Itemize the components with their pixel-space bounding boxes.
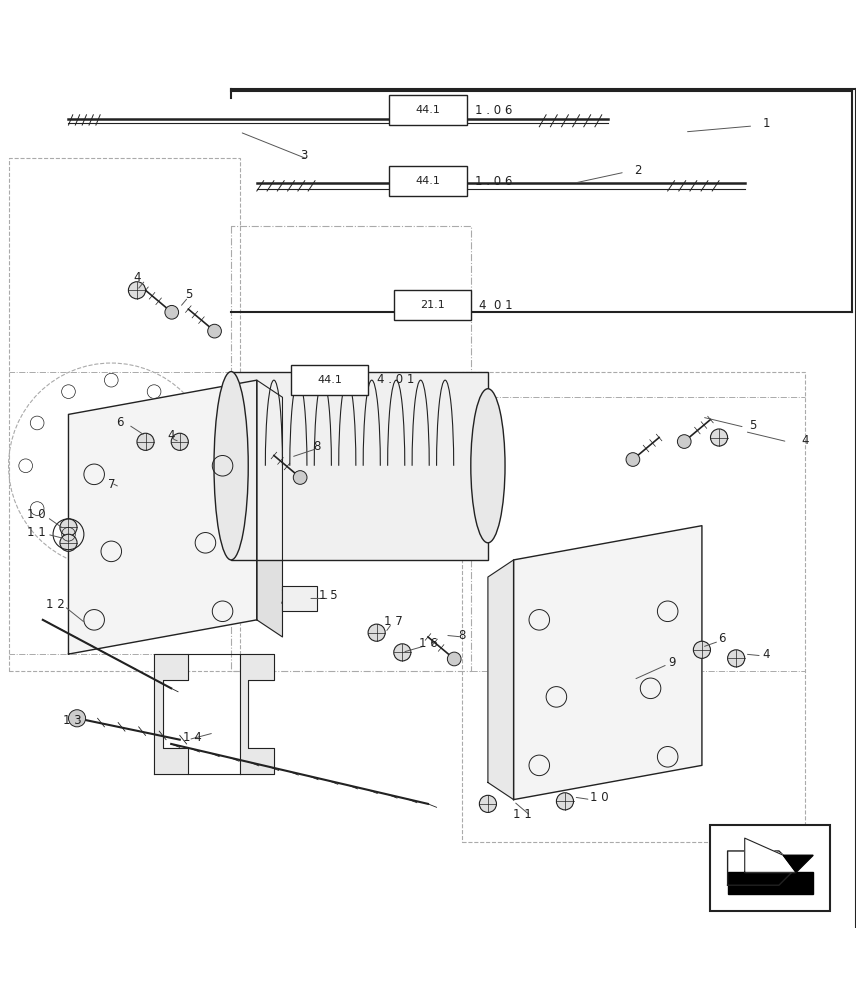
Bar (389, 95, 467, 125)
Polygon shape (783, 855, 813, 872)
Circle shape (448, 652, 461, 666)
Circle shape (693, 641, 710, 658)
Ellipse shape (471, 389, 505, 543)
Circle shape (479, 795, 496, 812)
Text: 1 1: 1 1 (513, 808, 532, 821)
Circle shape (728, 650, 745, 667)
Text: 1 . 0 6: 1 . 0 6 (475, 104, 513, 117)
Text: 9: 9 (669, 656, 675, 669)
Polygon shape (728, 872, 813, 894)
Text: 8: 8 (313, 440, 320, 453)
Text: 4: 4 (168, 429, 175, 442)
Polygon shape (728, 851, 796, 885)
Text: 2: 2 (634, 164, 641, 177)
Text: 1 1: 1 1 (27, 526, 45, 539)
Text: 7: 7 (108, 478, 115, 491)
Text: 21.1: 21.1 (420, 300, 444, 310)
Bar (462, 372, 805, 842)
Circle shape (556, 793, 574, 810)
Text: 4: 4 (763, 648, 770, 661)
Text: 4  0 1: 4 0 1 (479, 299, 513, 312)
Bar (231, 372, 488, 560)
Polygon shape (514, 526, 702, 800)
Polygon shape (745, 838, 796, 872)
Text: 5: 5 (750, 419, 757, 432)
Text: 44.1: 44.1 (317, 375, 342, 385)
Polygon shape (154, 654, 188, 774)
Text: 1 . 0 6: 1 . 0 6 (475, 175, 513, 188)
Circle shape (368, 624, 385, 641)
Polygon shape (68, 380, 257, 654)
Text: 44.1: 44.1 (415, 105, 441, 115)
Circle shape (60, 519, 77, 536)
Polygon shape (240, 654, 274, 774)
Circle shape (60, 534, 77, 551)
Text: 8: 8 (459, 629, 466, 642)
Ellipse shape (214, 372, 248, 560)
Circle shape (626, 453, 639, 466)
Circle shape (68, 710, 86, 727)
Polygon shape (257, 380, 282, 637)
Bar (394, 290, 471, 320)
Circle shape (137, 433, 154, 450)
Text: 6: 6 (718, 632, 725, 645)
Text: 1 6: 1 6 (419, 637, 437, 650)
Text: 1 0: 1 0 (27, 508, 45, 521)
Circle shape (165, 305, 179, 319)
Circle shape (677, 435, 691, 448)
Text: 5: 5 (185, 288, 192, 301)
Circle shape (710, 429, 728, 446)
Bar (282, 586, 317, 611)
Circle shape (294, 471, 307, 484)
Text: 1: 1 (763, 117, 770, 130)
Polygon shape (488, 560, 514, 800)
Circle shape (394, 644, 411, 661)
Text: 1 7: 1 7 (384, 615, 403, 628)
Text: 1 5: 1 5 (318, 589, 337, 602)
Text: 44.1: 44.1 (415, 176, 441, 186)
Circle shape (128, 282, 146, 299)
Circle shape (171, 433, 188, 450)
Bar (389, 166, 467, 196)
Text: 3: 3 (300, 149, 307, 162)
Text: 1 0: 1 0 (590, 791, 609, 804)
Circle shape (208, 324, 222, 338)
Text: 1 3: 1 3 (63, 714, 82, 727)
Text: 6: 6 (116, 416, 123, 429)
Bar (710, 825, 830, 911)
Text: 4 . 0 1: 4 . 0 1 (377, 373, 414, 386)
Text: 4: 4 (134, 271, 140, 284)
Bar (9, 158, 240, 671)
Bar (291, 365, 368, 395)
Text: 1 4: 1 4 (183, 731, 202, 744)
Text: 4: 4 (801, 434, 808, 447)
Text: 1 2: 1 2 (46, 598, 65, 611)
